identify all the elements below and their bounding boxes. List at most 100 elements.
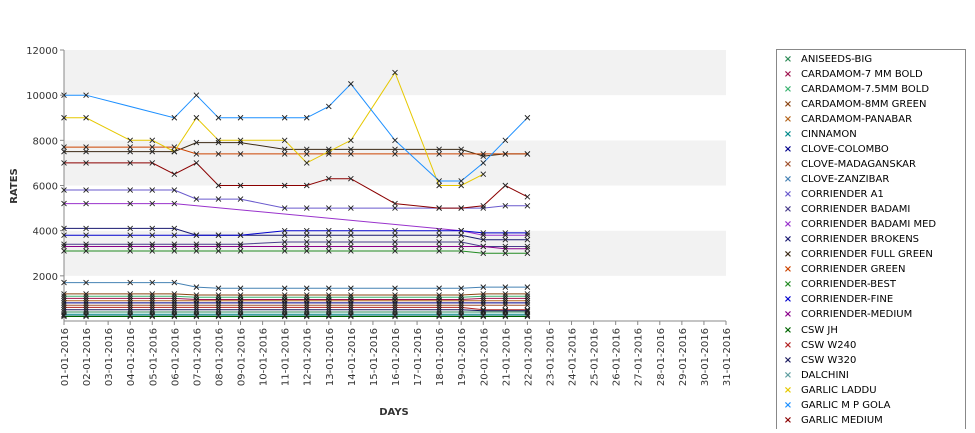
data-point-marker: [458, 248, 465, 254]
data-point-marker: [127, 293, 134, 299]
legend-item[interactable]: × GARLIC LADDU: [777, 383, 965, 398]
legend-item[interactable]: × CORRIENDER A1: [777, 187, 965, 202]
legend-item[interactable]: × CORRIENDER FULL GREEN: [777, 247, 965, 262]
x-tick-label: 20-01-2016: [479, 328, 490, 386]
legend-label: GARLIC M P GOLA: [801, 400, 891, 411]
legend-item[interactable]: × GARLIC M P GOLA: [777, 398, 965, 413]
series-line: [64, 246, 528, 250]
data-point-marker: [149, 295, 156, 302]
x-tick-label: 14-01-2016: [347, 328, 358, 386]
data-point-marker: [348, 146, 354, 153]
legend-item[interactable]: × ANISEEDS-BIG: [777, 52, 965, 67]
legend-item[interactable]: × CARDAMOM-PANABAR: [777, 112, 965, 127]
x-tick-label: 07-01-2016: [192, 328, 203, 386]
data-point-marker: [524, 243, 531, 250]
legend-marker-icon: ×: [783, 234, 793, 245]
series-cardamom-7-5mm-bold: [61, 293, 531, 301]
data-point-marker: [61, 200, 67, 207]
data-point-marker: [325, 306, 332, 313]
data-point-marker: [502, 236, 509, 243]
legend-label: GARLIC MEDIUM: [801, 415, 883, 426]
series-line: [64, 250, 528, 254]
data-point-marker: [392, 200, 398, 207]
data-point-marker: [458, 285, 465, 292]
data-point-marker: [149, 144, 156, 150]
data-point-marker: [83, 304, 89, 311]
legend-label: CARDAMOM-PANABAR: [801, 114, 913, 125]
data-point-marker: [524, 151, 531, 157]
legend-item[interactable]: × CORRIENDER BROKENS: [777, 232, 965, 247]
legend-item[interactable]: × CARDAMOM-8MM GREEN: [777, 97, 965, 112]
legend-item[interactable]: × DALCHINI: [777, 368, 965, 383]
data-point-marker: [502, 284, 509, 290]
data-point-marker: [303, 114, 310, 121]
data-point-marker: [458, 292, 465, 298]
legend-item[interactable]: × CLOVE-ZANZIBAR: [777, 172, 965, 187]
legend-item[interactable]: × CARDAMOM-7.5MM BOLD: [777, 82, 965, 97]
data-point-marker: [127, 137, 134, 144]
legend-label: CORRIENDER-FINE: [801, 294, 894, 305]
legend-marker-icon: ×: [783, 264, 793, 275]
legend-item[interactable]: × CORRIENDER-BEST: [777, 277, 965, 292]
data-point-marker: [149, 200, 156, 207]
series-dalchini: [61, 312, 531, 319]
legend-item[interactable]: × CORRIENDER-MEDIUM: [777, 307, 965, 322]
data-point-marker: [215, 297, 222, 304]
legend-marker-icon: ×: [783, 340, 793, 351]
x-tick-label: 29-01-2016: [678, 328, 689, 386]
legend-item[interactable]: × CORRIENDER GREEN: [777, 262, 965, 277]
legend-marker-icon: ×: [783, 189, 793, 200]
legend-item[interactable]: × CSW W320: [777, 353, 965, 368]
data-point-marker: [83, 241, 89, 248]
legend-label: DALCHINI: [801, 370, 849, 381]
data-point-marker: [348, 306, 354, 313]
data-point-marker: [237, 196, 244, 202]
data-point-marker: [502, 291, 509, 297]
data-point-marker: [171, 187, 178, 193]
data-point-marker: [458, 182, 465, 189]
legend-marker-icon: ×: [783, 114, 793, 125]
x-tick-label: 25-01-2016: [590, 328, 601, 386]
data-point-marker: [392, 285, 398, 292]
data-point-marker: [61, 302, 67, 309]
data-point-marker: [281, 205, 288, 211]
data-point-marker: [524, 295, 531, 302]
legend-marker-icon: ×: [783, 279, 793, 290]
x-tick-label: 13-01-2016: [325, 328, 336, 386]
data-point-marker: [127, 297, 134, 304]
data-point-marker: [193, 248, 200, 254]
legend-item[interactable]: × CARDAMOM-7 MM BOLD: [777, 67, 965, 82]
series-csw-jh: [61, 313, 531, 320]
legend-item[interactable]: × CORRIENDER BADAMI MED: [777, 217, 965, 232]
data-point-marker: [237, 241, 244, 248]
legend-item[interactable]: × GARLIC MEDIUM: [777, 413, 965, 428]
data-point-marker: [502, 313, 509, 320]
legend-marker-icon: ×: [783, 174, 793, 185]
data-point-marker: [325, 302, 332, 309]
data-point-marker: [281, 312, 288, 319]
data-point-marker: [83, 313, 89, 320]
data-point-marker: [215, 313, 222, 320]
data-point-marker: [281, 292, 288, 298]
legend-item[interactable]: × CSW JH: [777, 323, 965, 338]
data-point-marker: [237, 137, 244, 144]
x-tick-label: 23-01-2016: [545, 328, 556, 386]
legend-item[interactable]: × CORRIENDER-FINE: [777, 292, 965, 307]
data-point-marker: [237, 304, 244, 311]
data-point-marker: [524, 293, 531, 299]
data-point-marker: [502, 137, 509, 144]
data-point-marker: [193, 139, 200, 146]
data-point-marker: [193, 196, 200, 202]
data-point-marker: [149, 291, 156, 297]
legend-item[interactable]: × CLOVE-COLOMBO: [777, 142, 965, 157]
legend-item[interactable]: × CLOVE-MADAGANSKAR: [777, 157, 965, 172]
legend-item[interactable]: × CSW W240: [777, 338, 965, 353]
data-point-marker: [193, 300, 200, 306]
legend-item[interactable]: × CINNAMON: [777, 127, 965, 142]
data-point-marker: [303, 292, 310, 298]
data-point-marker: [215, 114, 222, 121]
data-point-marker: [171, 300, 178, 306]
series-corriender-fine: [61, 227, 531, 239]
data-point-marker: [325, 312, 332, 319]
legend-item[interactable]: × CORRIENDER BADAMI: [777, 202, 965, 217]
